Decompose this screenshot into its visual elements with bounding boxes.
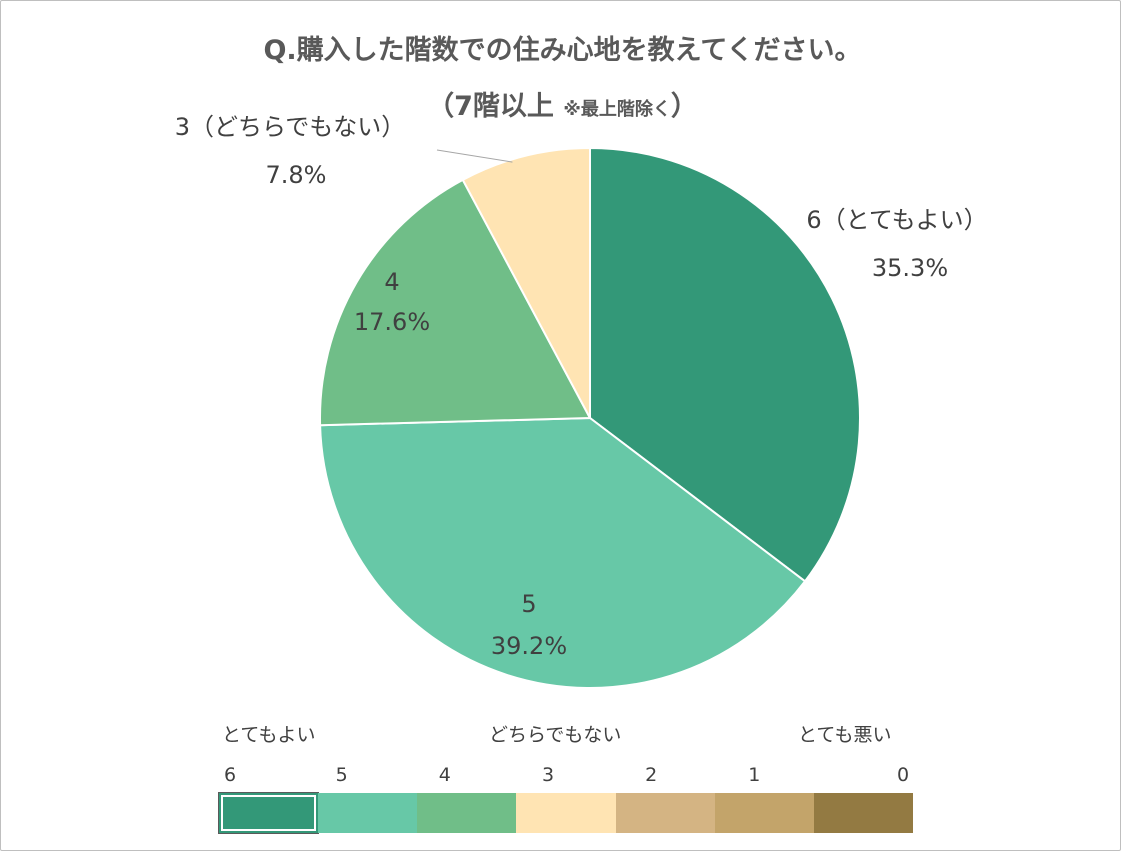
legend-swatch-3 [516,793,616,833]
legend-number-5: 5 [335,764,348,786]
slice-percent-label-4: 17.6% [354,308,430,336]
legend-number-3: 3 [541,764,555,786]
legend-caption-bad: とても悪い [798,724,892,746]
pie-slice-3 [461,146,591,419]
slice-category-label-3: 3（どちらでもない） [175,113,406,141]
slice-category-label-6: 6（とてもよい） [806,206,987,234]
slice-percent-label-5: 39.2% [491,632,567,660]
legend-number-1: 1 [748,764,761,786]
pie-slices [319,146,861,689]
legend-swatch-5 [318,793,418,833]
slice-category-label-4: 4 [384,268,399,296]
legend-number-6: 6 [223,764,237,786]
subtitle-close: ） [670,91,698,122]
pie-labels: 6（とてもよい） 35.3% 5 39.2% 4 17.6% 3（どちらでもない） 7.8% [175,113,988,660]
subtitle-main: （7階以上 [427,91,554,122]
legend-swatch-6 [219,793,319,833]
legend-caption-good: とてもよい [222,724,316,746]
leader-line [436,149,513,163]
legend-number-0: 0 [896,764,910,786]
slice-category-label-5: 5 [521,590,536,618]
pie-slice-6 [589,146,861,583]
pie-slice-4 [319,178,592,427]
slice-percent-label-6: 35.3% [872,254,948,282]
legend-color-scale [219,793,913,833]
legend-swatch-4 [417,793,517,833]
chart-subtitle: （7階以上 ※最上階除く） [0,84,1125,123]
chart-title: Q.購入した階数での住み心地を教えてください。 [263,35,862,66]
legend-swatch-1 [714,793,814,833]
slice-percent-label-3: 7.8% [266,161,327,189]
legend-number-2: 2 [645,764,658,786]
legend-swatch-2 [615,793,715,833]
pie-slice-5 [319,416,807,689]
legend-swatch-0 [813,793,913,833]
legend-number-4: 4 [438,764,451,786]
legend-caption-neutral: どちらでもない [489,724,622,746]
subtitle-note: ※最上階除く [563,99,671,120]
